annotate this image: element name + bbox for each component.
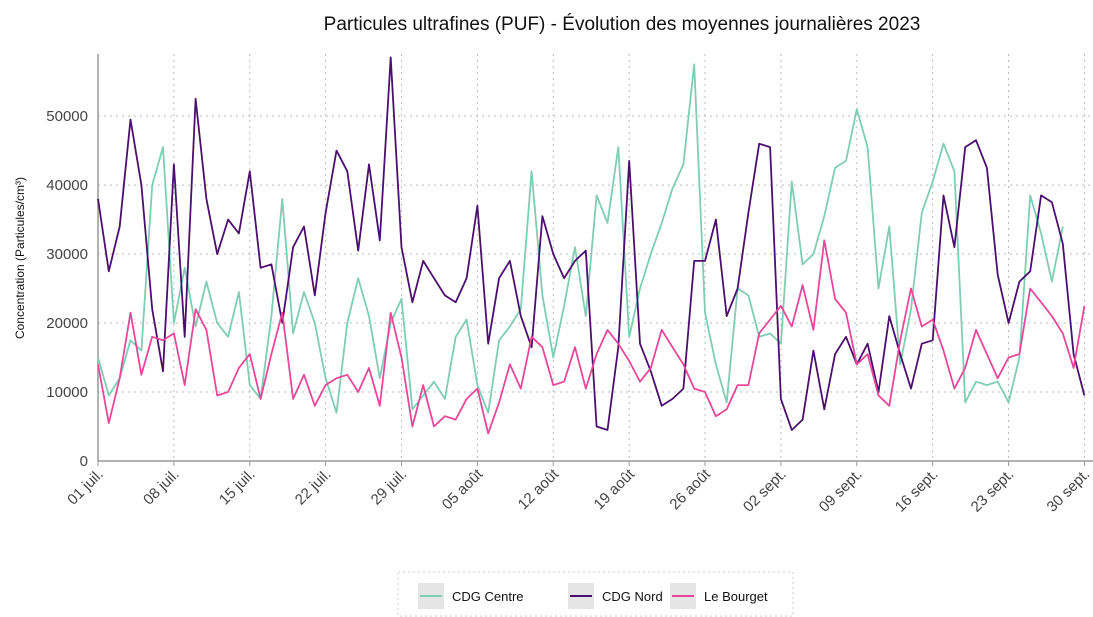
x-tick-label: 12 août <box>515 465 563 513</box>
x-tick-label: 29 juil. <box>368 466 411 509</box>
x-tick-label: 05 août <box>439 465 487 513</box>
x-tick-label: 30 sept. <box>1044 466 1093 516</box>
y-tick-label: 50000 <box>46 108 88 125</box>
y-tick-label: 0 <box>80 453 88 470</box>
x-tick-label: 26 août <box>666 465 714 513</box>
x-tick-label: 15 juil. <box>216 466 259 509</box>
y-tick-label: 20000 <box>46 315 88 332</box>
y-tick-label: 10000 <box>46 384 88 401</box>
x-tick-label: 08 juil. <box>140 466 183 509</box>
legend-box <box>397 571 794 617</box>
x-tick-label: 09 sept. <box>816 466 866 516</box>
x-tick-label: 16 sept. <box>892 466 942 516</box>
legend-label: CDG Centre <box>452 589 524 604</box>
x-tick-label: 23 sept. <box>968 466 1018 516</box>
chart-title: Particules ultrafines (PUF) - Évolution … <box>324 14 921 35</box>
series-line <box>97 56 1086 431</box>
series-line <box>97 63 1064 414</box>
legend-label: Le Bourget <box>704 589 768 604</box>
y-tick-label: 30000 <box>46 246 88 263</box>
legend-label: CDG Nord <box>602 589 663 604</box>
x-tick-label: 02 sept. <box>740 466 790 516</box>
x-tick-label: 01 juil. <box>64 466 107 509</box>
x-tick-label: 19 août <box>591 465 639 513</box>
y-axis-label: Concentration (Particules/cm³) <box>13 177 27 339</box>
y-tick-label: 40000 <box>46 177 88 194</box>
x-tick-label: 22 juil. <box>292 466 335 509</box>
series-line <box>97 239 1086 435</box>
